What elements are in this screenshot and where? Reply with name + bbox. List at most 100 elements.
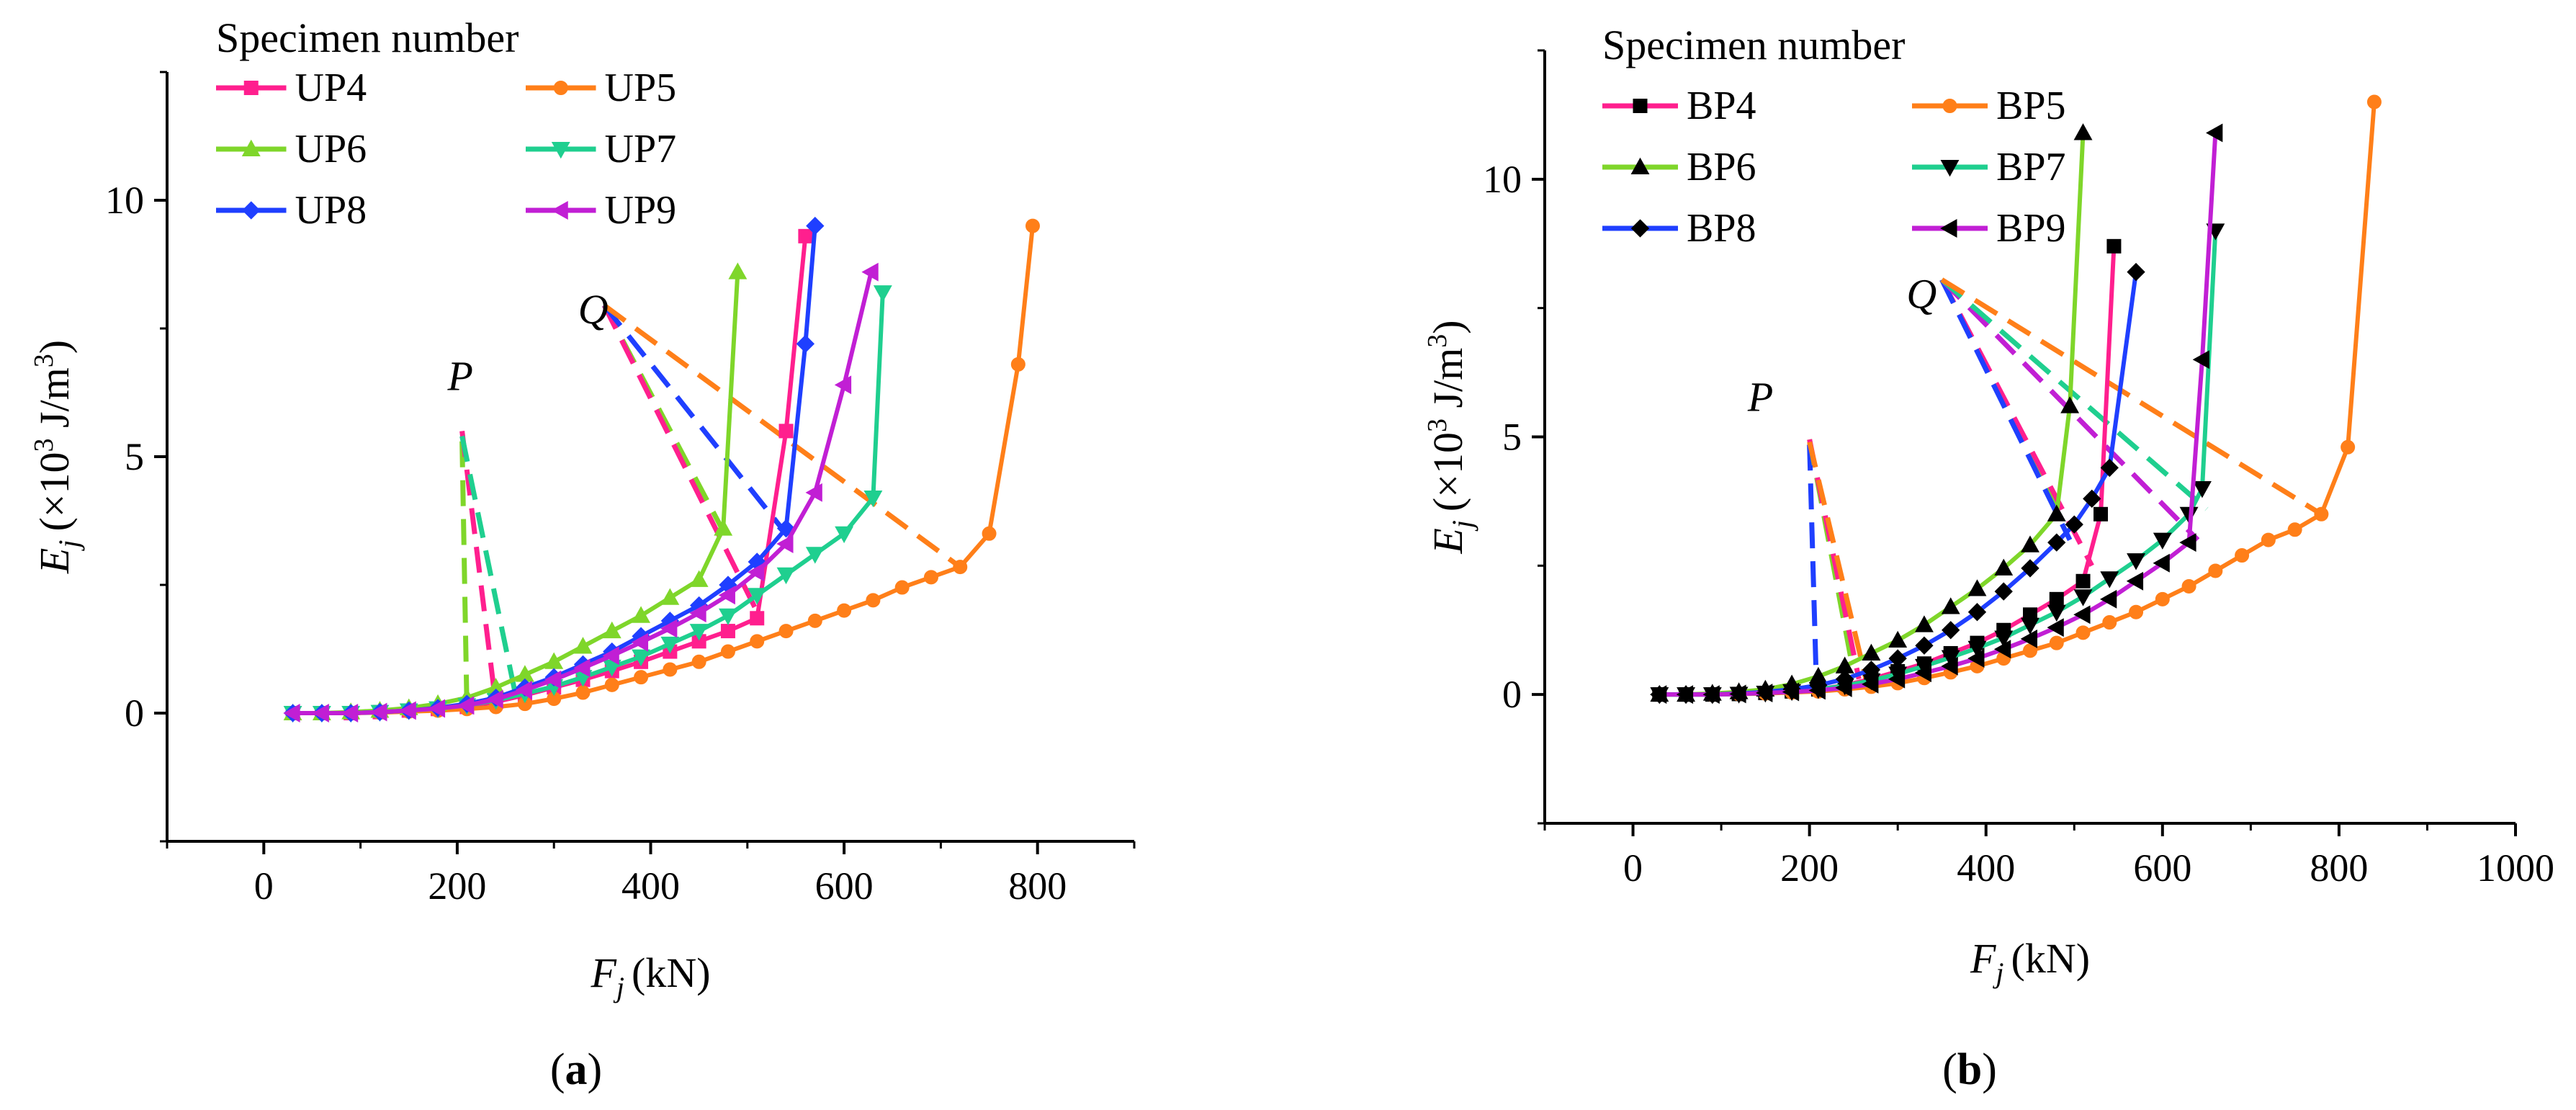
data-point: [2235, 548, 2250, 563]
data-point: [837, 603, 852, 618]
x-tick-label: 800: [2310, 846, 2368, 890]
data-point: [2073, 605, 2091, 625]
data-point: [2093, 506, 2109, 522]
data-point: [573, 658, 591, 678]
data-point: [634, 670, 649, 685]
panel-caption-a: (a): [550, 1045, 602, 1094]
data-point: [796, 334, 815, 354]
data-point: [573, 637, 593, 654]
data-point: [457, 696, 475, 715]
series-line-UP4: [292, 236, 808, 715]
legend-marker: [1630, 219, 1650, 238]
data-point: [1729, 684, 1746, 704]
legend-item-BP9: BP9: [1912, 206, 2066, 251]
data-point: [2126, 571, 2144, 591]
y-axis-label-exp2: 3: [1422, 334, 1453, 348]
data-point: [2127, 553, 2146, 570]
data-point: [2047, 604, 2066, 622]
series-BP7: [1650, 223, 2225, 704]
data-point: [718, 586, 735, 605]
caption-letter: a: [565, 1045, 588, 1094]
data-point: [602, 646, 619, 666]
data-point: [1888, 669, 1906, 689]
data-point: [1942, 621, 1960, 640]
legend-marker: [1940, 160, 1960, 177]
y-axis-label-unit: (×10: [1424, 432, 1471, 511]
data-point: [1994, 630, 2014, 648]
dashed-line-P-UP4: [459, 430, 499, 706]
legend-marker: [1940, 219, 1957, 238]
data-point: [399, 701, 416, 720]
legend-item-BP4: BP4: [1602, 84, 1756, 128]
x-axis-label-var: F: [590, 949, 616, 996]
dashed-line-P-BP6: [1807, 439, 1854, 664]
data-point: [776, 567, 796, 585]
data-point: [2099, 589, 2117, 609]
legend-marker: [243, 81, 259, 95]
y-axis-label-var: E: [1424, 528, 1471, 554]
data-point: [2106, 238, 2122, 254]
data-point: [1994, 582, 2013, 601]
y-axis-label-var: E: [31, 548, 78, 574]
legend-label-UP6: UP6: [295, 127, 367, 171]
caption-close: ): [588, 1045, 603, 1094]
caption-close: ): [1982, 1045, 1997, 1094]
y-tick-label: 10: [1483, 158, 1522, 201]
data-point: [689, 604, 706, 623]
data-point: [1941, 656, 1958, 676]
data-point: [1888, 649, 1907, 668]
data-point: [2192, 350, 2209, 370]
data-point: [778, 624, 794, 639]
dashed-line-Q-BP8: [1939, 278, 2073, 542]
dashed-line-P-BP4: [1807, 439, 1862, 680]
legend-label-BP9: BP9: [1996, 206, 2066, 251]
data-point: [2155, 591, 2170, 607]
annotation-P: P: [1747, 374, 1773, 421]
series-UP7: [283, 285, 892, 723]
data-point: [2100, 458, 2119, 478]
x-tick-label: 0: [254, 864, 274, 908]
data-point: [2129, 604, 2144, 619]
data-point: [2193, 481, 2212, 498]
data-point: [835, 526, 854, 544]
data-point: [1862, 661, 1881, 679]
data-point: [341, 704, 359, 722]
annotation-Q: Q: [578, 286, 609, 333]
data-point: [2366, 94, 2382, 109]
legend-marker: [1633, 99, 1648, 113]
dashed-line-P-UP7: [459, 435, 520, 704]
series-UP4: [285, 228, 813, 720]
data-point: [1914, 615, 1934, 632]
data-point: [2287, 522, 2302, 537]
dashed-line-Q-BP9: [1939, 277, 2200, 542]
dashed-line-Q-UP5: [602, 303, 962, 569]
data-point: [312, 704, 329, 722]
data-point: [689, 570, 709, 587]
data-point: [1782, 682, 1800, 702]
series-UP5: [285, 218, 1040, 720]
dashed-line-P-UP6: [459, 441, 470, 708]
data-point: [2047, 504, 2066, 522]
data-point: [728, 262, 748, 279]
x-tick-label: 400: [621, 864, 680, 908]
data-point: [2083, 489, 2101, 509]
data-point: [2341, 439, 2356, 455]
data-point: [1010, 357, 1026, 372]
data-point: [1862, 643, 1881, 661]
data-point: [923, 570, 938, 585]
legend-title: Specimen number: [216, 14, 519, 61]
data-point: [863, 490, 883, 508]
dashed-line-Q-UP6: [601, 304, 726, 532]
x-axis-label: Fj (kN): [590, 949, 710, 1003]
data-point: [689, 624, 709, 641]
data-point: [776, 534, 794, 553]
data-point: [2075, 625, 2091, 640]
legend-item-BP7: BP7: [1912, 145, 2066, 189]
data-point: [750, 634, 765, 649]
data-point: [2049, 635, 2064, 650]
data-point: [663, 662, 678, 677]
legend-marker: [1630, 157, 1650, 174]
y-axis-label-exp: 3: [1422, 419, 1453, 432]
x-axis-label-var: F: [1970, 935, 1996, 982]
